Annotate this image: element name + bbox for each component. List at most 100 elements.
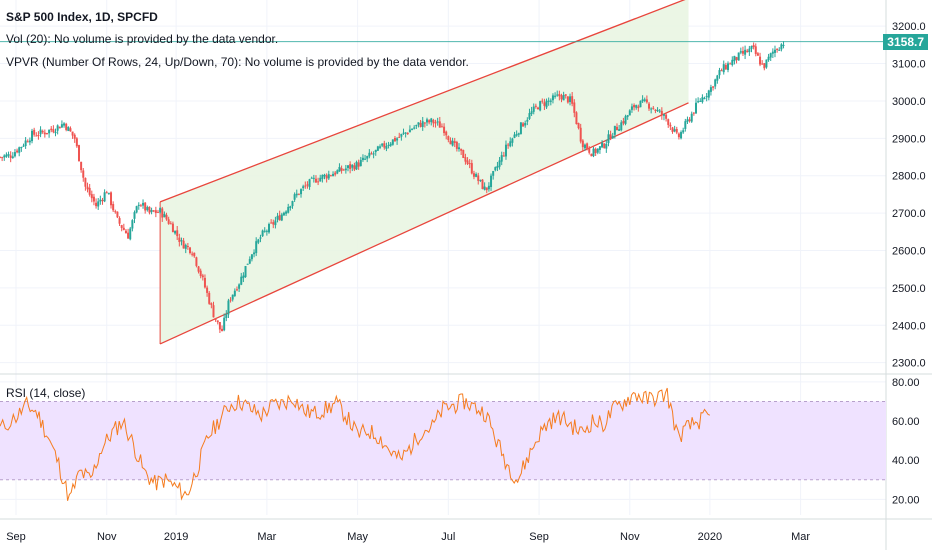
candle-body — [1, 157, 4, 159]
candle — [212, 301, 215, 318]
candle — [43, 129, 46, 138]
candle-body — [752, 44, 755, 48]
candle — [722, 60, 725, 75]
candle — [26, 139, 29, 143]
candle-body — [302, 186, 305, 189]
candle-body — [479, 179, 482, 181]
candle — [285, 210, 288, 216]
candle-body — [80, 161, 83, 171]
candle-body — [411, 129, 414, 131]
candle-body — [645, 99, 648, 103]
candle — [716, 74, 719, 84]
candle — [594, 147, 597, 156]
candle — [720, 68, 723, 72]
candle — [562, 91, 565, 101]
candle-body — [519, 122, 522, 134]
candle-body — [756, 53, 759, 56]
candle-body — [526, 119, 529, 122]
channel-upper-line[interactable] — [159, 0, 688, 203]
candle-body — [261, 230, 264, 237]
candle — [41, 129, 44, 134]
candle-body — [52, 129, 55, 133]
candle — [558, 90, 561, 101]
candle — [635, 104, 638, 110]
candle — [112, 201, 115, 212]
candle — [445, 130, 448, 140]
candle — [694, 98, 697, 115]
candle — [737, 52, 740, 61]
candle — [765, 59, 768, 69]
candle — [776, 48, 779, 53]
candle — [449, 137, 452, 145]
candle — [613, 125, 616, 139]
candle-body — [317, 181, 320, 183]
candle-body — [684, 121, 687, 129]
candle-body — [169, 223, 172, 225]
candle-body — [440, 126, 443, 128]
candle-body — [733, 55, 736, 62]
candle — [152, 210, 155, 213]
candle — [218, 321, 221, 334]
candle-body — [280, 214, 283, 221]
candle — [357, 159, 360, 170]
candle-body — [746, 50, 749, 53]
candle-body — [487, 185, 490, 190]
candle — [771, 48, 774, 59]
candle — [477, 172, 480, 185]
candle — [494, 166, 497, 172]
vol-legend[interactable]: Vol (20): No volume is provided by the d… — [6, 32, 279, 46]
candle — [97, 198, 100, 210]
candle-body — [9, 155, 12, 158]
chart-title[interactable]: S&P 500 Index, 1D, SPCFD — [6, 10, 158, 24]
candle — [133, 210, 136, 224]
rsi-legend[interactable]: RSI (14, close) — [6, 386, 86, 400]
candle-body — [404, 132, 407, 134]
candle — [191, 251, 194, 257]
candle — [372, 151, 375, 159]
trend-channel[interactable] — [159, 0, 689, 345]
candle — [684, 118, 687, 132]
candle-body — [496, 165, 499, 168]
channel-lower-line[interactable] — [159, 102, 689, 345]
candle-body — [483, 186, 486, 190]
candle-body — [289, 206, 292, 208]
candle — [159, 206, 162, 214]
candle — [752, 42, 755, 50]
candle-body — [660, 110, 663, 116]
candle — [3, 154, 6, 161]
candle — [310, 176, 313, 179]
candle-body — [577, 123, 580, 129]
candle-body — [69, 128, 72, 132]
candle-body — [549, 100, 552, 102]
candle-body — [101, 200, 104, 202]
candle — [532, 103, 535, 115]
candle — [592, 146, 595, 158]
candle — [709, 84, 712, 96]
axes[interactable]: 3200.0 3100.0 3000.0 2900.0 2800.0 2700.0 2600… — [6, 21, 925, 543]
candle-body — [148, 206, 151, 213]
candle — [490, 173, 493, 192]
candle-body — [216, 320, 219, 323]
candle — [99, 195, 102, 205]
candle-body — [654, 109, 657, 111]
candle — [669, 122, 672, 131]
candle-body — [107, 192, 110, 194]
candle-body — [709, 87, 712, 92]
time-tick-label: Nov — [97, 531, 117, 543]
candle-body — [477, 175, 480, 181]
candle-body — [122, 227, 125, 230]
candle-body — [385, 146, 388, 149]
candle — [180, 237, 183, 246]
candle — [573, 99, 576, 118]
candle — [718, 67, 721, 79]
candle — [214, 317, 217, 322]
candle — [31, 128, 34, 144]
candle-body — [771, 51, 774, 54]
candle — [778, 47, 781, 51]
candle-body — [458, 147, 461, 150]
candle — [500, 151, 503, 166]
candle — [598, 146, 601, 154]
price-tick-label: 3200.0 — [892, 21, 926, 33]
vpvr-legend[interactable]: VPVR (Number Of Rows, 24, Up/Down, 70): … — [6, 55, 469, 69]
